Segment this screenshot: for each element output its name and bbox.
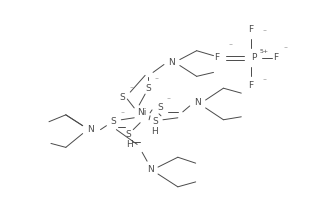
Text: H: H (126, 140, 133, 149)
Text: 5+: 5+ (260, 49, 268, 54)
Text: Ni: Ni (138, 108, 147, 117)
Text: H: H (151, 127, 158, 136)
Text: S: S (111, 117, 116, 126)
Text: ⁻: ⁻ (284, 44, 288, 53)
Text: N: N (169, 58, 175, 67)
Text: S: S (157, 103, 163, 112)
Text: ⁻: ⁻ (228, 41, 232, 50)
Text: N: N (87, 125, 94, 134)
Text: F: F (214, 53, 219, 62)
Text: N: N (147, 165, 153, 174)
Text: ⁻: ⁻ (129, 85, 133, 94)
Text: ⁻: ⁻ (120, 109, 124, 118)
Text: N: N (194, 99, 201, 108)
Text: S: S (120, 93, 125, 102)
Text: S: S (152, 117, 158, 126)
Text: F: F (249, 81, 254, 90)
Text: S: S (126, 130, 131, 139)
Text: ⁻: ⁻ (154, 76, 158, 85)
Text: F: F (249, 26, 254, 34)
Text: P: P (251, 53, 257, 62)
Text: ⁻: ⁻ (167, 95, 171, 104)
Text: ⁻: ⁻ (262, 77, 266, 86)
Text: ⁻: ⁻ (262, 28, 266, 37)
Text: S: S (145, 84, 151, 93)
Text: F: F (273, 53, 279, 62)
